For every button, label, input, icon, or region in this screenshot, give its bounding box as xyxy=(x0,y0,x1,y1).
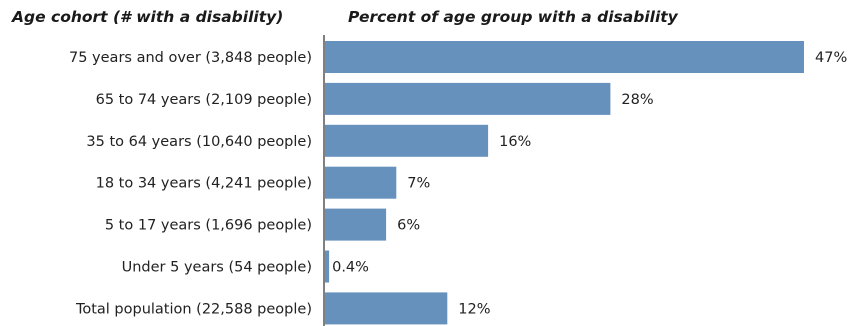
value-label: 12% xyxy=(458,301,490,317)
category-label: Under 5 years (54 people) xyxy=(122,260,312,276)
bar xyxy=(325,41,804,73)
category-label: 18 to 34 years (4,241 people) xyxy=(96,176,312,192)
value-label: 7% xyxy=(407,176,430,192)
value-label: 47% xyxy=(815,50,847,66)
bar xyxy=(325,250,330,283)
bar xyxy=(325,82,611,115)
value-label: 0.4% xyxy=(332,260,369,276)
value-axis-header: Percent of age group with a disability xyxy=(348,8,679,26)
category-label: Total population (22,588 people) xyxy=(75,301,312,317)
bar xyxy=(325,166,397,199)
bar xyxy=(325,208,387,241)
value-label: 6% xyxy=(397,218,420,234)
category-axis-header: Age cohort (# with a disability) xyxy=(11,8,283,26)
value-label: 16% xyxy=(499,134,531,150)
bar xyxy=(325,124,489,157)
category-label: 5 to 17 years (1,696 people) xyxy=(105,218,312,234)
value-labels-group: 47% 28% 16% 7% 6% 0.4% 12% xyxy=(332,50,847,317)
category-label: 35 to 64 years (10,640 people) xyxy=(86,134,312,150)
bar xyxy=(325,292,448,325)
category-label: 75 years and over (3,848 people) xyxy=(69,50,312,66)
value-label: 28% xyxy=(621,92,653,108)
category-labels-group: 75 years and over (3,848 people) 65 to 74… xyxy=(69,50,312,317)
bars-group xyxy=(325,41,804,325)
category-label: 65 to 74 years (2,109 people) xyxy=(96,92,312,108)
